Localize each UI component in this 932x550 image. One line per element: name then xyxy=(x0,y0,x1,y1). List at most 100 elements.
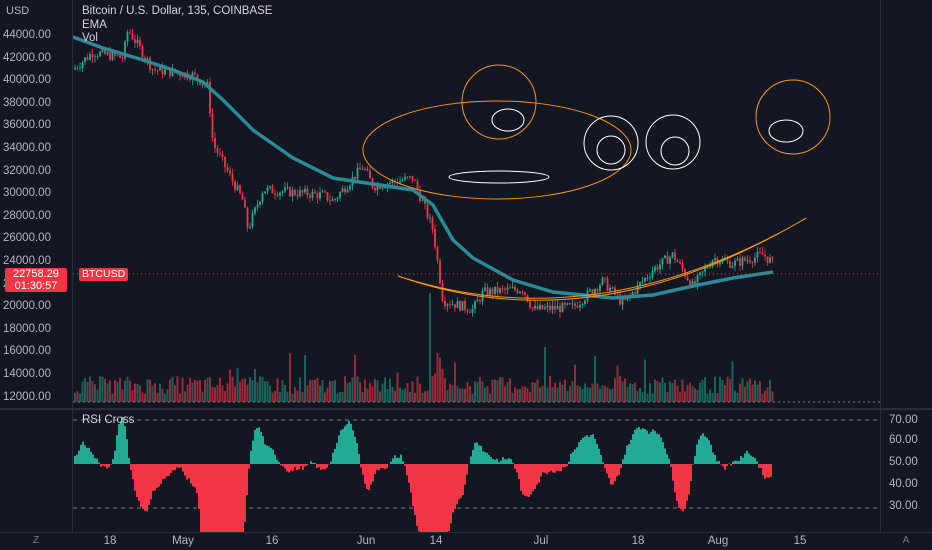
volume-bars xyxy=(74,292,774,402)
volume-bar xyxy=(664,383,666,402)
volume-bar xyxy=(514,387,516,402)
volume-bar xyxy=(264,381,266,402)
volume-bar xyxy=(421,392,424,402)
price-tick: 26000.00 xyxy=(3,232,51,245)
vol-legend[interactable]: Vol xyxy=(82,32,98,44)
volume-bar xyxy=(589,387,591,402)
candle-body xyxy=(539,304,541,310)
volume-bar xyxy=(724,385,726,402)
price-tick: 32000.00 xyxy=(3,164,51,177)
volume-bar xyxy=(534,382,536,402)
volume-bar xyxy=(316,378,319,402)
volume-bar xyxy=(231,376,234,402)
candle-body xyxy=(104,49,106,55)
zoom-button[interactable]: Z xyxy=(32,535,40,546)
candle-body xyxy=(291,189,294,197)
rsi-legend[interactable]: RSI Cross xyxy=(82,414,135,426)
candle-body xyxy=(594,288,596,295)
volume-bar xyxy=(614,378,616,402)
volume-bar xyxy=(374,379,376,402)
candle-body xyxy=(279,192,281,196)
volume-bar xyxy=(379,391,381,402)
volume-bar xyxy=(304,355,306,402)
volume-bar xyxy=(179,393,181,402)
candle-body xyxy=(424,200,426,205)
candle-body xyxy=(389,183,391,185)
candle-body xyxy=(356,167,359,180)
price-tick: 40000.00 xyxy=(3,74,51,87)
candle-body xyxy=(144,57,146,60)
volume-bar xyxy=(246,384,249,402)
candle-body xyxy=(429,217,431,219)
candle-body xyxy=(84,57,86,63)
price-chart[interactable] xyxy=(73,0,880,405)
volume-bar xyxy=(266,381,269,402)
rsi-tick: 50.00 xyxy=(889,456,918,468)
candle-body xyxy=(491,288,494,295)
volume-bar xyxy=(764,390,766,402)
volume-bar xyxy=(771,391,774,402)
volume-bar xyxy=(481,381,484,402)
volume-bar xyxy=(174,385,176,402)
volume-bar xyxy=(121,389,124,402)
volume-bar xyxy=(106,383,109,402)
volume-bar xyxy=(171,376,174,402)
candle-body xyxy=(334,198,336,200)
candle-body xyxy=(426,204,429,219)
volume-bar xyxy=(494,379,496,402)
candle-body xyxy=(646,277,649,279)
candle-body xyxy=(344,188,346,193)
volume-bar xyxy=(594,355,596,402)
candle-body xyxy=(299,189,301,197)
candle-body xyxy=(239,185,241,194)
volume-bar xyxy=(479,376,481,402)
candle-body xyxy=(509,287,511,289)
time-tick: Jun xyxy=(356,535,376,547)
auto-scale-button[interactable]: A xyxy=(902,535,910,546)
volume-bar xyxy=(186,384,189,402)
volume-bar xyxy=(74,392,76,402)
volume-bar xyxy=(136,384,139,402)
volume-bar xyxy=(154,383,156,402)
candle-body xyxy=(86,57,89,60)
volume-bar xyxy=(711,392,714,402)
candle-body xyxy=(384,187,386,189)
candle-body xyxy=(671,252,674,258)
volume-bar xyxy=(259,376,261,402)
candle-body xyxy=(234,181,236,191)
volume-bar xyxy=(184,391,186,402)
volume-bar xyxy=(489,393,491,402)
candle-body xyxy=(556,305,559,310)
candle-body xyxy=(456,300,459,308)
volume-bar xyxy=(716,393,719,402)
price-tick: 44000.00 xyxy=(3,29,51,41)
candle-body xyxy=(399,181,401,184)
candle-body xyxy=(506,287,509,290)
volume-bar xyxy=(751,384,754,402)
volume-bar xyxy=(394,390,396,402)
candle-body xyxy=(584,300,586,305)
drawing-curve xyxy=(397,217,807,301)
rsi-chart[interactable] xyxy=(73,412,880,532)
volume-bar xyxy=(144,393,146,402)
candle-body xyxy=(639,282,641,286)
candle-body xyxy=(126,32,129,42)
rsi-tick: 60.00 xyxy=(889,434,918,446)
candle-body xyxy=(214,138,216,148)
volume-bar xyxy=(414,392,416,402)
candle-body xyxy=(444,301,446,307)
candle-body xyxy=(154,69,156,71)
candle-body xyxy=(551,305,554,311)
symbol-title[interactable]: Bitcoin / U.S. Dollar, 135, COINBASE xyxy=(82,5,273,17)
candle-body xyxy=(316,193,319,199)
candle-body xyxy=(484,287,486,291)
ema-legend[interactable]: EMA xyxy=(82,19,107,31)
candle-body xyxy=(561,302,564,313)
volume-bar xyxy=(769,379,771,402)
volume-bar xyxy=(94,384,96,402)
volume-bar xyxy=(364,379,366,402)
volume-bar xyxy=(579,386,581,402)
time-tick: 14 xyxy=(429,535,443,547)
volume-bar xyxy=(506,382,509,402)
candle-body xyxy=(471,308,474,313)
